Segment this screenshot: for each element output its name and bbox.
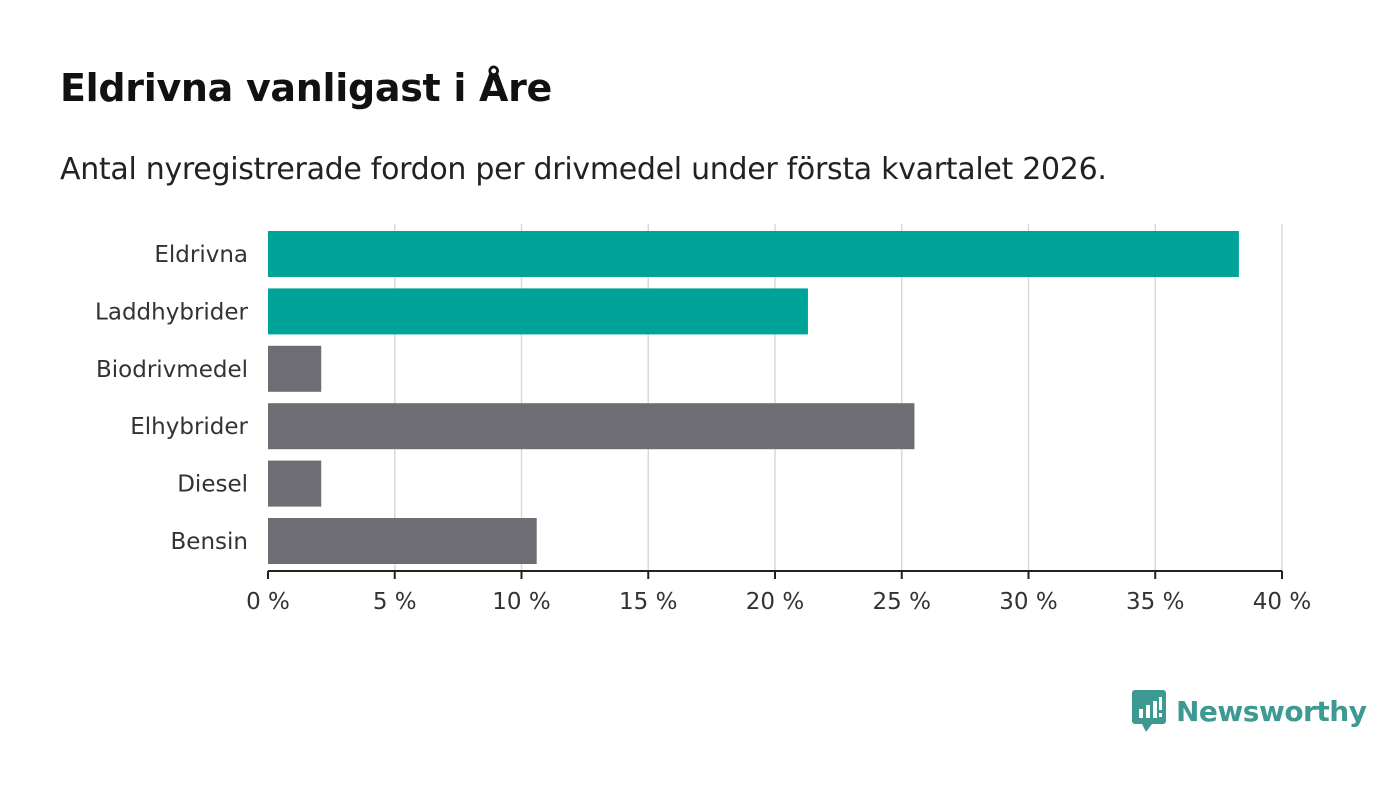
grid-lines — [394, 224, 1283, 571]
category-label-biodrivmedel: Biodrivmedel — [96, 357, 248, 383]
brand-name: Newsworthy — [1176, 694, 1367, 728]
x-tick-label-10: 10 % — [492, 589, 550, 615]
bar-laddhybrider — [268, 288, 808, 335]
bar-eldrivna — [268, 231, 1239, 277]
category-labels: Eldrivna Laddhybrider Biodrivmedel Elhybrid… — [95, 242, 248, 555]
category-label-elhybrider: Elhybrider — [130, 414, 248, 440]
bars — [268, 231, 1239, 564]
category-label-laddhybrider: Laddhybrider — [95, 299, 248, 325]
x-tick-label-40: 40 % — [1253, 589, 1311, 615]
x-tick-label-0: 0 % — [246, 589, 290, 615]
x-tick-label-20: 20 % — [746, 589, 804, 615]
chart-title: Eldrivna vanligast i Åre — [60, 66, 552, 110]
bar-elhybrider — [268, 403, 915, 450]
bar-bensin — [268, 518, 537, 564]
x-tick-label-5: 5 % — [373, 589, 417, 615]
x-tick-label-15: 15 % — [619, 589, 677, 615]
x-tick-label-25: 25 % — [873, 589, 931, 615]
category-label-diesel: Diesel — [177, 472, 248, 498]
chart-subtitle: Antal nyregistrerade fordon per drivmede… — [60, 152, 1107, 187]
bar-diesel — [268, 460, 322, 507]
category-label-bensin: Bensin — [171, 529, 248, 555]
speech-bubble-chart-icon — [1132, 690, 1166, 732]
x-tick-label-30: 30 % — [999, 589, 1057, 615]
x-tick-label-35: 35 % — [1126, 589, 1184, 615]
bar-biodrivmedel — [268, 345, 322, 392]
category-label-eldrivna: Eldrivna — [154, 242, 248, 268]
x-axis: 0 % 5 % 10 % 15 % 20 % 25 % 30 % 35 % 40 % — [246, 570, 1311, 615]
newsworthy-logo: Newsworthy — [1132, 690, 1367, 732]
